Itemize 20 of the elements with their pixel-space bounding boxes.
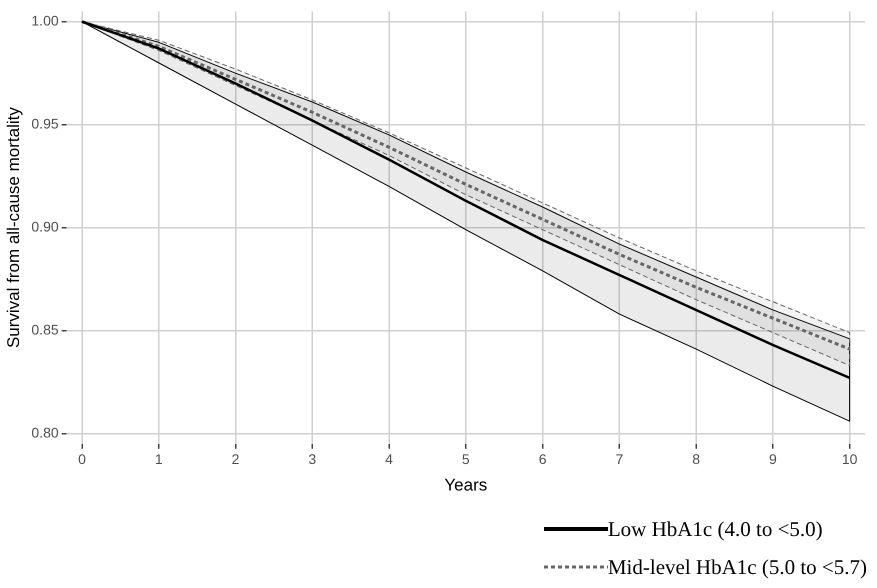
y-axis-title: Survival from all-cause mortality	[4, 106, 23, 348]
x-tick-label: 2	[232, 451, 240, 468]
y-tick-label: 0.80	[31, 424, 59, 440]
x-tick-label: 1	[154, 451, 163, 468]
y-tick-label: 0.95	[31, 116, 59, 132]
x-tick-label: 8	[692, 451, 700, 468]
x-tick-label: 7	[615, 451, 624, 468]
x-tick-label: 5	[462, 451, 470, 468]
x-tick-label: 4	[385, 451, 394, 468]
legend-label: Low HbA1c (4.0 to <5.0)	[608, 516, 823, 542]
y-tick-label: 1.00	[31, 12, 59, 29]
x-tick-label: 10	[842, 451, 858, 468]
y-tick-label: 0.90	[31, 218, 59, 234]
x-axis-title: Years	[444, 475, 488, 494]
legend-label: Mid-level HbA1c (5.0 to <5.7)	[608, 554, 867, 580]
x-tick-label: 6	[538, 451, 547, 468]
x-tick-label: 0	[78, 451, 86, 468]
y-tick-label: 0.85	[31, 321, 59, 338]
x-tick-label: 9	[768, 451, 777, 468]
x-tick-label: 3	[308, 451, 316, 468]
